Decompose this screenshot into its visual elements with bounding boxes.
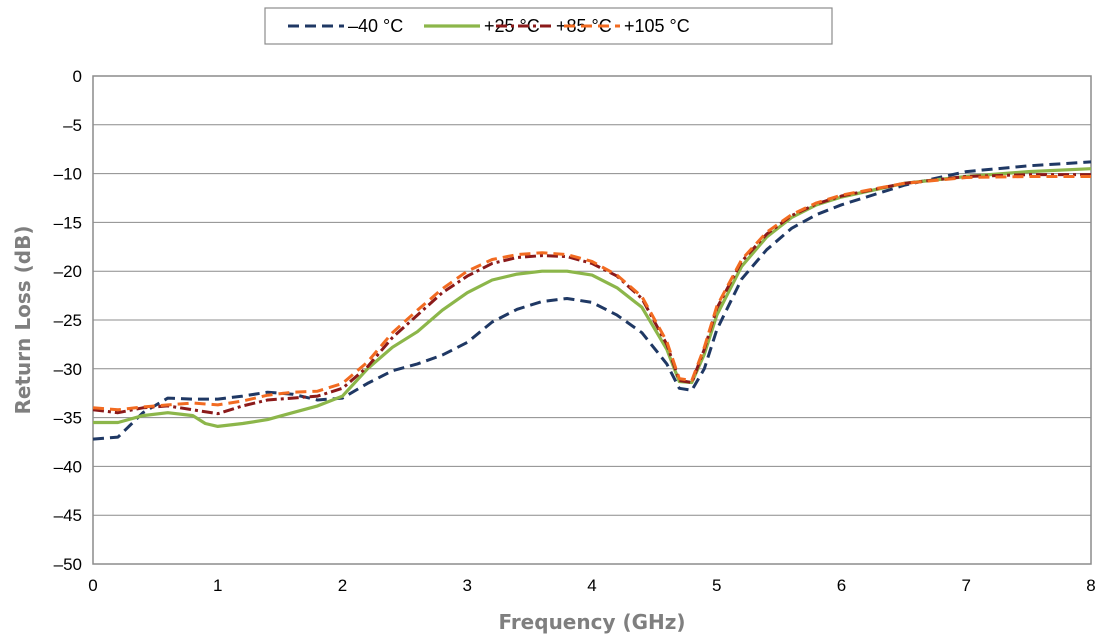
gridlines	[93, 124, 1091, 516]
series-lines	[92, 160, 1092, 441]
y-tick-labels: 0 –5 –10 –15 –20 –25 –30 –35 –40 –45 –50	[54, 67, 82, 574]
y-tick-label: –25	[54, 311, 82, 330]
series-line-0	[92, 160, 1092, 441]
y-tick-label: –5	[63, 116, 82, 135]
y-tick-label: –50	[54, 555, 82, 574]
series-line-2	[92, 173, 1091, 416]
x-tick-labels: 0 1 2 3 4 5 6 7 8	[88, 576, 1095, 595]
x-tick-label: 8	[1086, 576, 1095, 595]
x-axis-title: Frequency (GHz)	[498, 610, 685, 634]
x-tick-label: 6	[837, 576, 846, 595]
series-line-3	[92, 175, 1091, 412]
y-axis-title: Return Loss (dB)	[11, 226, 35, 415]
x-tick-label: 3	[463, 576, 472, 595]
x-tick-label: 7	[962, 576, 971, 595]
x-tick-label: 4	[587, 576, 596, 595]
x-tick-label: 2	[338, 576, 347, 595]
series-line-1	[93, 167, 1092, 428]
x-tick-label: 5	[712, 576, 721, 595]
x-tick-label: 0	[88, 576, 97, 595]
plot-area-frame	[92, 75, 1092, 565]
y-tick-label: –20	[54, 262, 82, 281]
legend-box	[264, 7, 833, 45]
y-tick-label: –35	[54, 409, 82, 428]
y-tick-label: –10	[54, 165, 82, 184]
legend-label: –40 °C	[348, 16, 403, 36]
y-tick-label: –45	[54, 506, 82, 525]
y-tick-label: –15	[54, 213, 82, 232]
y-tick-label: 0	[73, 67, 82, 86]
legend-label: +105 °C	[624, 16, 690, 36]
x-tick-label: 1	[213, 576, 222, 595]
legend: –40 °C +25 °C +85 °C +105 °C	[264, 7, 833, 45]
y-tick-label: –30	[54, 360, 82, 379]
y-tick-label: –40	[54, 457, 82, 476]
